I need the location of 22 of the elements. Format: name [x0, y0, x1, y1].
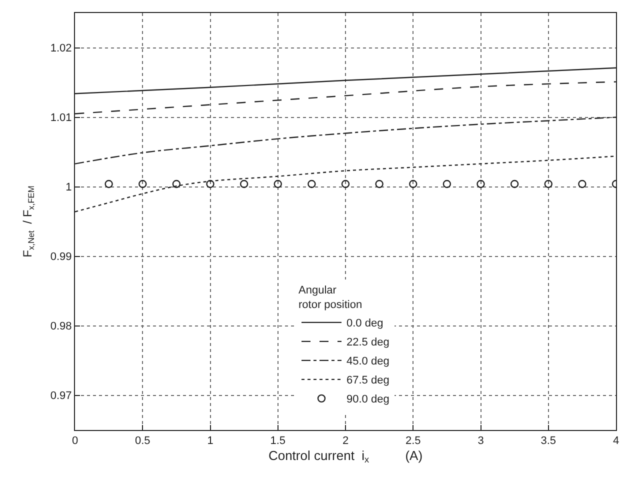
y-tick-label: 0.99 — [50, 251, 72, 264]
y-tick-label: 0.98 — [50, 320, 72, 333]
y-tick-label: 1.02 — [50, 42, 72, 55]
x-tick-label: 0.5 — [134, 435, 150, 448]
legend-label: 22.5 deg — [346, 336, 390, 349]
legend-title: Angular rotor position — [298, 284, 362, 311]
x-tick-label: 1.5 — [270, 435, 286, 448]
legend-label: 90.0 deg — [346, 394, 390, 406]
y-tick-label: 1 — [66, 182, 72, 194]
legend-label: 67.5 deg — [346, 374, 390, 387]
x-tick-label: 3 — [478, 435, 484, 448]
x-tick-label: 2.5 — [405, 435, 421, 448]
text: Control current i$_{x}$ (A) — [268, 448, 423, 465]
legend-label: 0.0 deg — [346, 318, 384, 330]
legend-label: 45.0 deg — [346, 356, 390, 368]
x-tick-label: 4 — [612, 435, 620, 448]
y-tick-label: 0.97 — [50, 390, 72, 402]
x-tick-label: 0 — [72, 435, 78, 448]
x-tick-label: 3.5 — [540, 435, 556, 448]
x-tick-label: 2 — [342, 435, 349, 448]
y-tick-label: 1.01 — [50, 112, 72, 124]
x-tick-label: 1 — [207, 435, 214, 448]
